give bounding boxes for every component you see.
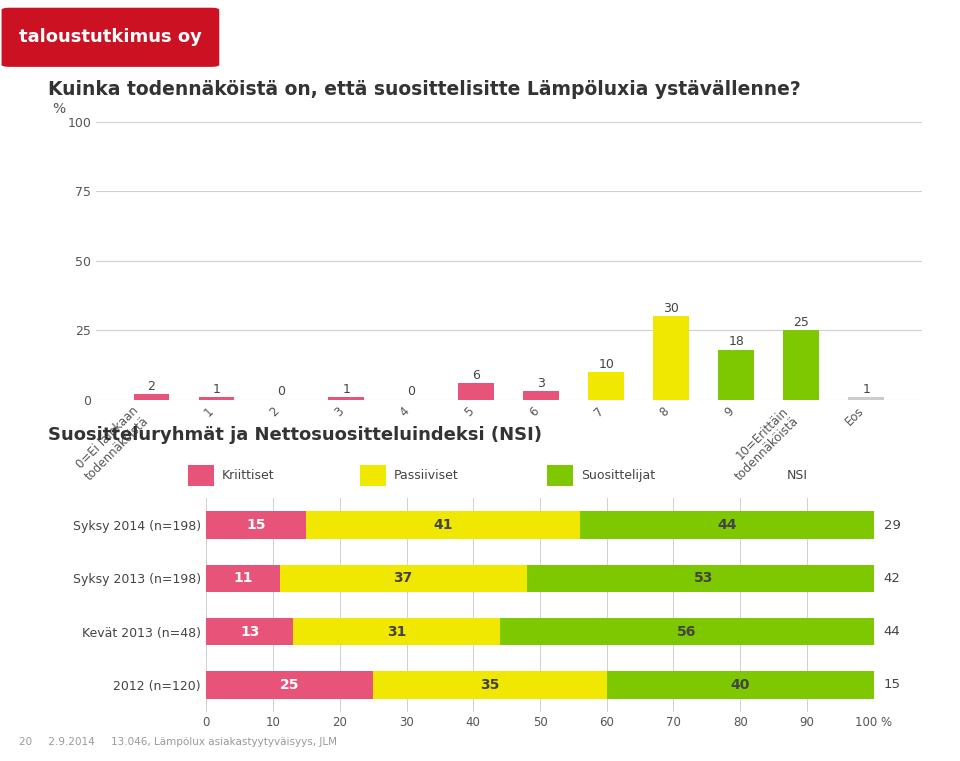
Text: 35: 35 [480,678,499,692]
Text: 11: 11 [233,572,252,585]
Text: Kriittiset: Kriittiset [222,469,275,482]
Bar [459,383,494,400]
Text: 3: 3 [538,377,545,390]
Text: 37: 37 [394,572,413,585]
Bar [199,396,234,400]
Bar [607,671,874,699]
Bar [580,511,874,539]
Text: 44: 44 [717,518,736,532]
Text: 40: 40 [731,678,750,692]
Text: 13: 13 [240,625,259,638]
Bar [654,317,689,400]
Bar [718,349,755,400]
Bar [547,465,573,486]
Bar [206,511,306,539]
Bar [849,396,884,400]
Text: Suositteluryhmät ja Nettosuositteluindeksi (NSI): Suositteluryhmät ja Nettosuositteluindek… [48,425,542,444]
Bar [527,565,880,592]
Text: 10: 10 [598,358,614,371]
Bar [783,330,819,400]
Text: 41: 41 [434,518,453,532]
Text: 2: 2 [148,380,156,393]
Text: 53: 53 [694,572,713,585]
Text: Kuinka todennäköistä on, että suosittelisitte Lämpöluxia ystävällenne?: Kuinka todennäköistä on, että suositteli… [48,80,801,99]
Text: 1: 1 [862,383,870,396]
Bar [360,465,386,486]
Bar [206,618,293,645]
Text: 1: 1 [343,383,350,396]
Text: 42: 42 [883,572,900,585]
Text: Suosittelijat: Suosittelijat [581,469,655,482]
Text: 25: 25 [280,678,300,692]
Bar [523,391,559,400]
Text: 0: 0 [277,385,285,399]
Bar [293,618,500,645]
Bar [500,618,874,645]
Bar [206,565,279,592]
Text: 15: 15 [883,678,900,692]
Text: 6: 6 [472,369,480,382]
FancyBboxPatch shape [2,8,219,67]
Text: 44: 44 [883,625,900,638]
Bar [279,565,527,592]
Text: Passiiviset: Passiiviset [394,469,459,482]
Text: 56: 56 [677,625,696,638]
Bar [206,671,373,699]
Bar [588,372,624,400]
Text: 30: 30 [663,302,679,315]
Text: 20     2.9.2014     13.046, Lämpölux asiakastyytyväisyys, JLM: 20 2.9.2014 13.046, Lämpölux asiakastyyt… [19,737,337,747]
Text: 29: 29 [883,518,900,532]
Bar [373,671,607,699]
Text: 15: 15 [247,518,266,532]
Text: 1: 1 [212,383,220,396]
Y-axis label: %: % [52,102,65,116]
Text: NSI: NSI [787,469,807,482]
Bar [133,394,169,400]
Text: 25: 25 [793,316,809,329]
Bar [188,465,214,486]
Text: 31: 31 [387,625,406,638]
Text: taloustutkimus oy: taloustutkimus oy [19,28,202,46]
Text: 18: 18 [729,336,744,349]
Bar [328,396,364,400]
Text: 0: 0 [407,385,416,399]
Bar [306,511,580,539]
